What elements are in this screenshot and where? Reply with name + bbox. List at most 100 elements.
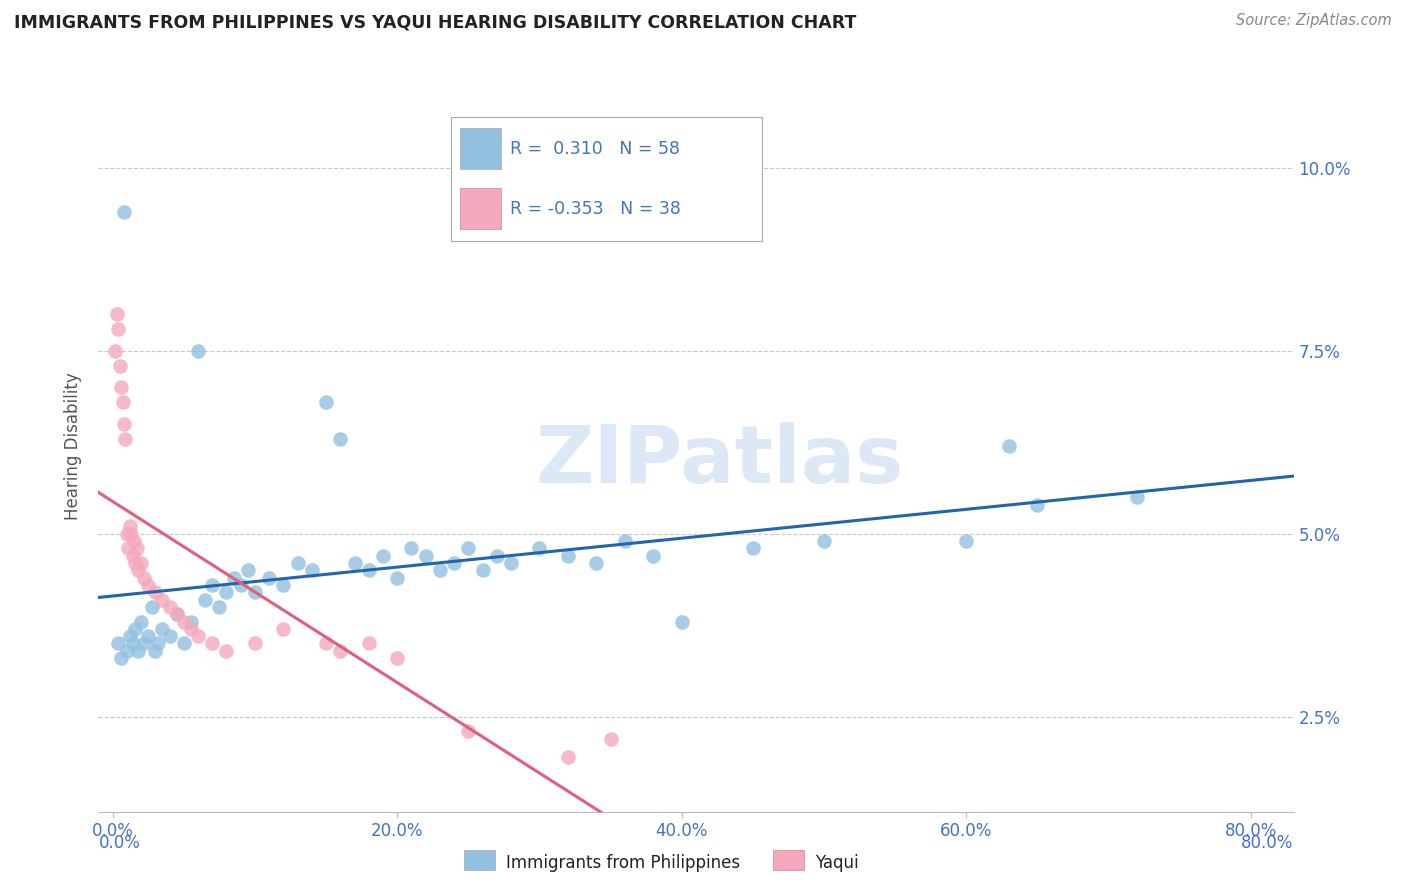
Point — [110, 651, 132, 665]
Point — [166, 607, 188, 622]
Point — [152, 592, 174, 607]
Text: 0.0%: 0.0% — [98, 834, 141, 852]
Point — [129, 556, 152, 570]
Point — [557, 749, 579, 764]
Point — [813, 534, 835, 549]
Point — [118, 629, 141, 643]
Point — [132, 571, 155, 585]
Point — [118, 519, 141, 533]
Point — [485, 549, 508, 563]
Point — [166, 607, 188, 622]
Point — [208, 599, 231, 614]
Text: Yaqui: Yaqui — [815, 854, 859, 871]
Point — [273, 578, 295, 592]
Point — [273, 622, 295, 636]
Point — [136, 629, 159, 643]
Point — [201, 636, 224, 650]
Point — [357, 563, 380, 577]
Text: Source: ZipAtlas.com: Source: ZipAtlas.com — [1236, 13, 1392, 29]
Point — [127, 563, 149, 577]
Point — [127, 644, 149, 658]
Point — [243, 636, 266, 650]
Point — [159, 599, 181, 614]
Point — [125, 541, 148, 556]
Point — [143, 585, 166, 599]
Point — [112, 417, 135, 431]
Point — [107, 636, 129, 650]
Point — [141, 599, 163, 614]
Point — [236, 563, 259, 577]
Text: ZIPatlas: ZIPatlas — [536, 422, 904, 500]
Point — [222, 571, 245, 585]
Point — [401, 541, 423, 556]
Point — [201, 578, 224, 592]
Point — [415, 549, 437, 563]
Point — [115, 644, 138, 658]
Point — [136, 578, 159, 592]
Y-axis label: Hearing Disability: Hearing Disability — [65, 372, 83, 520]
Point — [741, 541, 763, 556]
Point — [287, 556, 309, 570]
Point — [457, 541, 479, 556]
Point — [173, 615, 195, 629]
Point — [385, 651, 409, 665]
Point — [557, 549, 579, 563]
Point — [671, 615, 693, 629]
Point — [643, 549, 665, 563]
Point — [315, 636, 337, 650]
Point — [187, 629, 209, 643]
Point — [371, 549, 394, 563]
Point — [129, 615, 152, 629]
Point — [173, 636, 195, 650]
Point — [955, 534, 977, 549]
Point — [104, 343, 127, 358]
Point — [329, 644, 352, 658]
Point — [329, 432, 352, 446]
Point — [315, 395, 337, 409]
Point — [1126, 490, 1149, 504]
Point — [585, 556, 607, 570]
Point — [143, 644, 166, 658]
Point — [471, 563, 494, 577]
Point — [117, 541, 139, 556]
Point — [122, 534, 145, 549]
Point — [107, 322, 129, 336]
Point — [115, 526, 138, 541]
Point — [1026, 498, 1049, 512]
Point — [357, 636, 380, 650]
Point — [180, 615, 202, 629]
Point — [215, 585, 238, 599]
Point — [385, 571, 409, 585]
Point — [124, 556, 146, 570]
Point — [443, 556, 465, 570]
Point — [215, 644, 238, 658]
Point — [114, 432, 136, 446]
Text: IMMIGRANTS FROM PHILIPPINES VS YAQUI HEARING DISABILITY CORRELATION CHART: IMMIGRANTS FROM PHILIPPINES VS YAQUI HEA… — [14, 13, 856, 31]
Point — [998, 439, 1021, 453]
Text: 80.0%: 80.0% — [1241, 834, 1294, 852]
Point — [257, 571, 280, 585]
Point — [343, 556, 366, 570]
Point — [429, 563, 451, 577]
Point — [111, 395, 134, 409]
Point — [121, 636, 143, 650]
Point — [613, 534, 636, 549]
Point — [148, 636, 170, 650]
Point — [457, 724, 479, 739]
Point — [112, 205, 135, 219]
Point — [105, 307, 128, 321]
Point — [132, 636, 155, 650]
Point — [152, 622, 174, 636]
Point — [243, 585, 266, 599]
Point — [108, 359, 131, 373]
Point — [124, 622, 146, 636]
Point — [194, 592, 217, 607]
Point — [159, 629, 181, 643]
Point — [180, 622, 202, 636]
Point — [121, 549, 143, 563]
Point — [229, 578, 252, 592]
Point — [120, 526, 142, 541]
Point — [110, 380, 132, 394]
Point — [599, 731, 621, 746]
Text: Immigrants from Philippines: Immigrants from Philippines — [506, 854, 741, 871]
